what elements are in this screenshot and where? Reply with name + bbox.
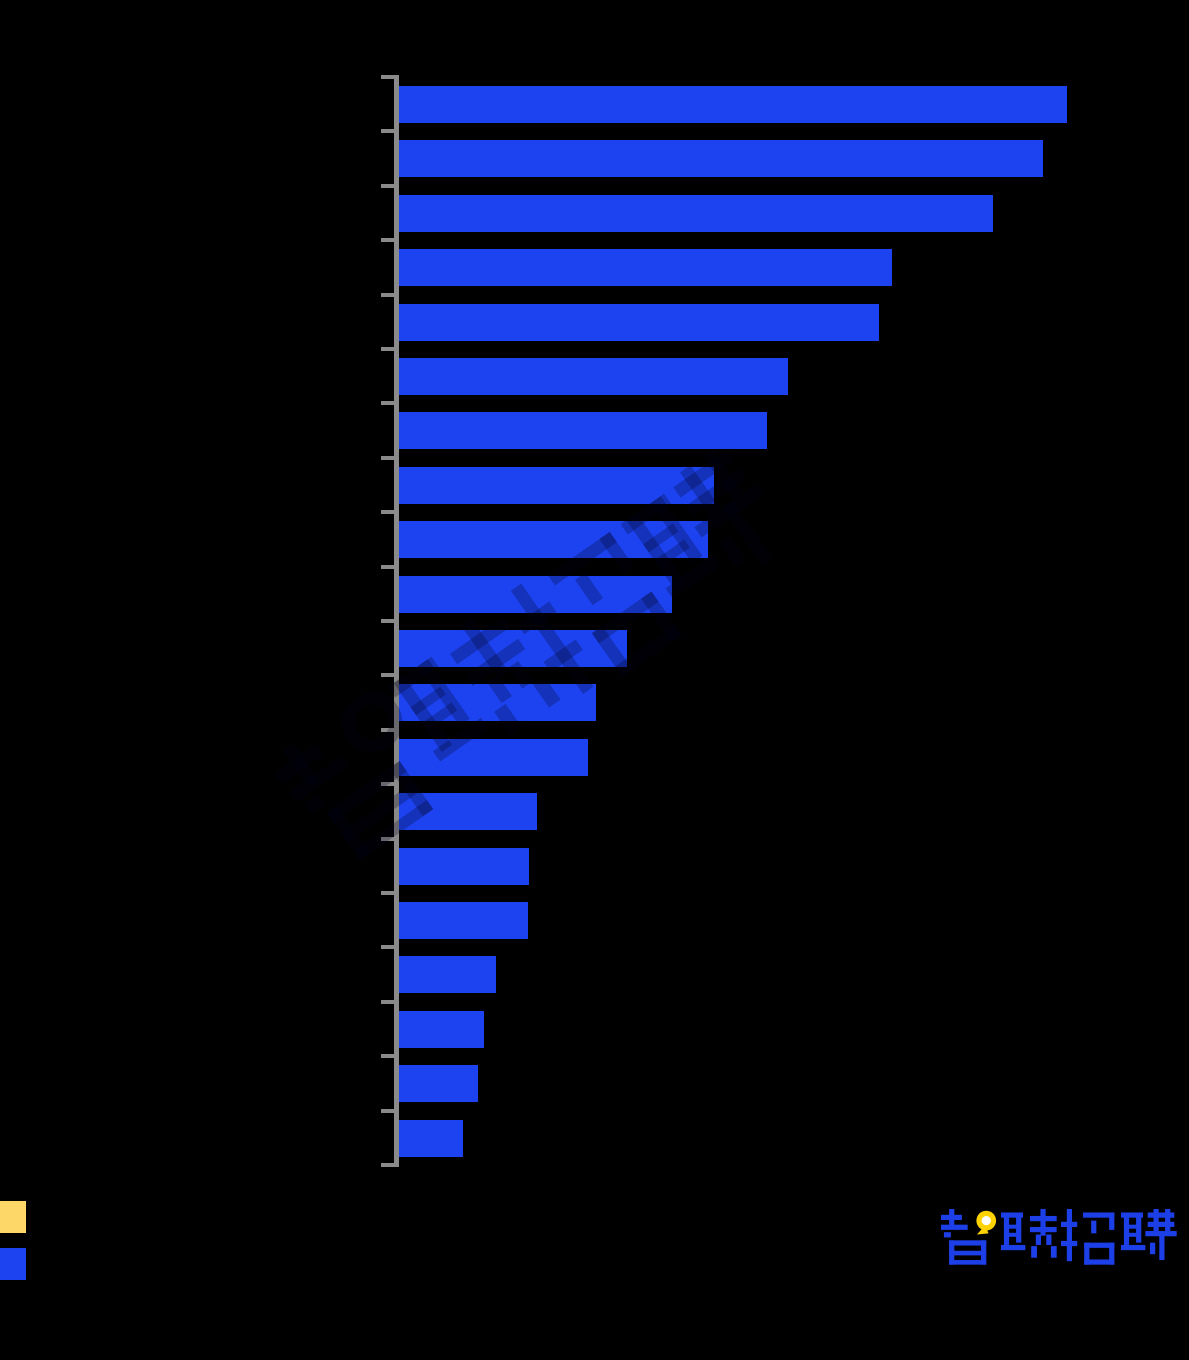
bar bbox=[399, 1065, 478, 1103]
legend-swatch-blue bbox=[0, 1248, 26, 1280]
axis-tick bbox=[381, 75, 394, 79]
bar bbox=[399, 140, 1043, 178]
bar bbox=[399, 1010, 484, 1048]
axis-tick bbox=[381, 999, 394, 1004]
axis-tick bbox=[381, 1054, 394, 1059]
bar bbox=[399, 847, 529, 885]
bar bbox=[399, 412, 767, 450]
bar bbox=[399, 466, 714, 504]
glyph-lian bbox=[1001, 1209, 1057, 1258]
axis-tick bbox=[381, 347, 394, 351]
axis-tick bbox=[381, 238, 394, 243]
bar bbox=[399, 793, 537, 831]
bar bbox=[399, 956, 496, 994]
bar bbox=[399, 630, 627, 667]
bar bbox=[399, 194, 993, 232]
axis-tick bbox=[381, 1108, 394, 1113]
axis-tick bbox=[381, 727, 394, 732]
axis-tick bbox=[381, 129, 394, 134]
bar bbox=[399, 902, 528, 939]
bar bbox=[399, 684, 596, 722]
glyph-pin bbox=[1121, 1209, 1177, 1261]
axis-spine bbox=[394, 75, 399, 1167]
glyph-zhao bbox=[1061, 1209, 1115, 1265]
bar bbox=[399, 86, 1067, 123]
axis-tick bbox=[381, 673, 394, 678]
glyph-zhi bbox=[941, 1209, 997, 1265]
axis-tick bbox=[381, 1163, 394, 1167]
legend-swatch-yellow bbox=[0, 1201, 26, 1233]
axis-tick bbox=[381, 401, 394, 406]
axis-tick bbox=[381, 619, 394, 623]
bar bbox=[399, 1119, 463, 1157]
axis-tick bbox=[381, 183, 394, 188]
bar bbox=[399, 575, 672, 613]
axis-tick bbox=[381, 945, 394, 950]
axis-tick bbox=[381, 455, 394, 460]
axis-tick bbox=[381, 292, 394, 297]
axis-tick bbox=[381, 782, 394, 787]
axis-tick bbox=[381, 510, 394, 515]
bar bbox=[399, 249, 892, 287]
axis-tick bbox=[381, 836, 394, 841]
bar bbox=[399, 521, 708, 559]
bar bbox=[399, 738, 588, 776]
watermark-text: 智联招聘 bbox=[267, 761, 268, 762]
bar bbox=[399, 303, 879, 341]
zhaopin-logo: 智联招聘 bbox=[941, 1209, 1179, 1267]
axis-tick bbox=[381, 564, 394, 569]
axis-tick bbox=[381, 891, 394, 895]
bar bbox=[399, 358, 788, 395]
